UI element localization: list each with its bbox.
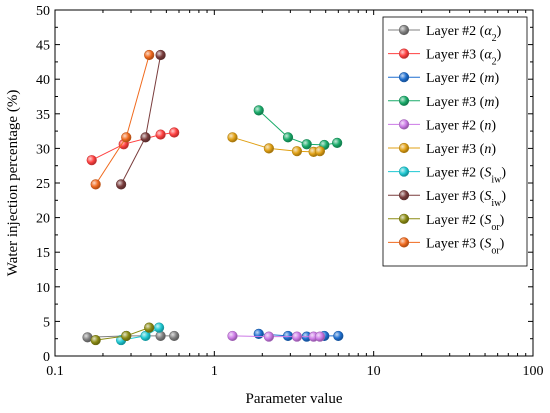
series-group	[86, 127, 180, 166]
data-point	[169, 127, 180, 138]
series-group	[90, 49, 155, 190]
legend-marker	[398, 190, 410, 201]
data-point	[291, 146, 303, 157]
legend-item: Layer #2 (Siw)	[388, 166, 506, 186]
series-layer	[82, 49, 344, 346]
legend-item: Layer #2 (n)	[388, 118, 496, 133]
x-tick-label: 100	[523, 364, 544, 379]
y-tick-label: 0	[43, 350, 50, 365]
legend-label: Layer #3 (n)	[426, 142, 496, 157]
x-tick-label: 10	[367, 364, 381, 379]
y-tick-label: 50	[36, 4, 50, 19]
y-tick-label: 10	[36, 281, 50, 296]
legend-label: Layer #3 (Siw)	[426, 189, 506, 209]
series-line	[120, 54, 162, 185]
data-point	[227, 330, 238, 342]
y-axis-title: Water injection percentage (%)	[5, 90, 21, 277]
x-axis-title: Parameter value	[245, 391, 342, 407]
legend-item: Layer #3 (n)	[388, 142, 496, 157]
legend-label: Layer #3 (m)	[426, 95, 499, 110]
legend-label: Layer #2 (α2)	[426, 24, 502, 44]
y-tick-label: 25	[36, 177, 50, 192]
y-tick-label: 40	[36, 73, 50, 88]
data-point	[153, 322, 165, 333]
legend-label: Layer #2 (n)	[426, 118, 496, 133]
legend-marker	[398, 72, 410, 83]
legend-item: Layer #3 (Sor)	[388, 236, 505, 256]
data-point	[263, 143, 274, 154]
legend-item: Layer #2 (α2)	[388, 24, 502, 44]
data-point	[90, 179, 101, 190]
legend-item: Layer #3 (m)	[388, 95, 499, 110]
y-tick-label: 35	[36, 108, 50, 123]
y-tick-label: 20	[36, 212, 50, 227]
data-point	[314, 331, 326, 342]
legend-label: Layer #2 (Siw)	[426, 166, 506, 186]
series-line	[258, 109, 338, 146]
legend: Layer #2 (α2) Layer #3 (α2) Layer #2 (m) La…	[382, 16, 528, 267]
data-point	[155, 129, 166, 140]
legend-item: Layer #2 (m)	[388, 71, 499, 86]
data-point	[253, 105, 264, 116]
legend-item: Layer #3 (Siw)	[388, 189, 506, 209]
data-point	[282, 132, 294, 143]
legend-marker	[398, 166, 410, 177]
legend-marker	[398, 237, 410, 248]
data-point	[227, 132, 238, 143]
data-point	[155, 49, 166, 61]
legend-label: Layer #2 (Sor)	[426, 213, 505, 233]
data-point	[333, 330, 344, 342]
data-point	[253, 328, 264, 339]
legend-marker	[398, 24, 410, 36]
series-group	[227, 132, 326, 157]
legend-item: Layer #2 (Sor)	[388, 213, 505, 233]
y-tick-label: 15	[36, 246, 50, 261]
data-point	[332, 137, 343, 148]
series-group	[227, 330, 326, 342]
legend-item: Layer #3 (α2)	[388, 48, 502, 68]
data-point	[116, 179, 127, 190]
data-point	[301, 139, 312, 150]
data-point	[291, 331, 303, 342]
legend-marker	[398, 48, 410, 59]
legend-box	[382, 16, 528, 267]
series-group	[90, 322, 155, 346]
data-point	[169, 330, 180, 342]
legend-label: Layer #2 (m)	[426, 71, 499, 86]
ticks-layer: 0 5 10 15 20 25 30 35 40 45 50 0.1 1 10 100	[36, 4, 544, 379]
x-tick-label: 1	[211, 364, 218, 379]
legend-marker	[398, 95, 410, 106]
legend-label: Layer #3 (α2)	[426, 48, 502, 68]
data-point	[314, 146, 326, 157]
x-tick-label: 0.1	[46, 364, 64, 379]
y-tick-label: 30	[36, 142, 50, 157]
plot-frame	[54, 9, 534, 357]
data-point	[121, 132, 132, 143]
data-point	[121, 330, 132, 342]
legend-marker	[398, 119, 410, 130]
legend-label: Layer #3 (Sor)	[426, 236, 505, 256]
data-point	[144, 322, 155, 333]
y-tick-label: 45	[36, 39, 50, 54]
data-point	[90, 334, 101, 346]
y-tick-label: 5	[43, 315, 50, 330]
data-point	[263, 331, 274, 342]
series-line	[95, 54, 150, 185]
data-point	[86, 155, 97, 166]
data-point	[155, 330, 166, 342]
legend-marker	[398, 213, 410, 224]
legend-marker	[398, 142, 410, 154]
series-group	[116, 49, 166, 190]
data-point	[282, 330, 294, 342]
data-point	[144, 49, 155, 61]
series-group	[253, 105, 343, 151]
data-point	[140, 132, 151, 143]
